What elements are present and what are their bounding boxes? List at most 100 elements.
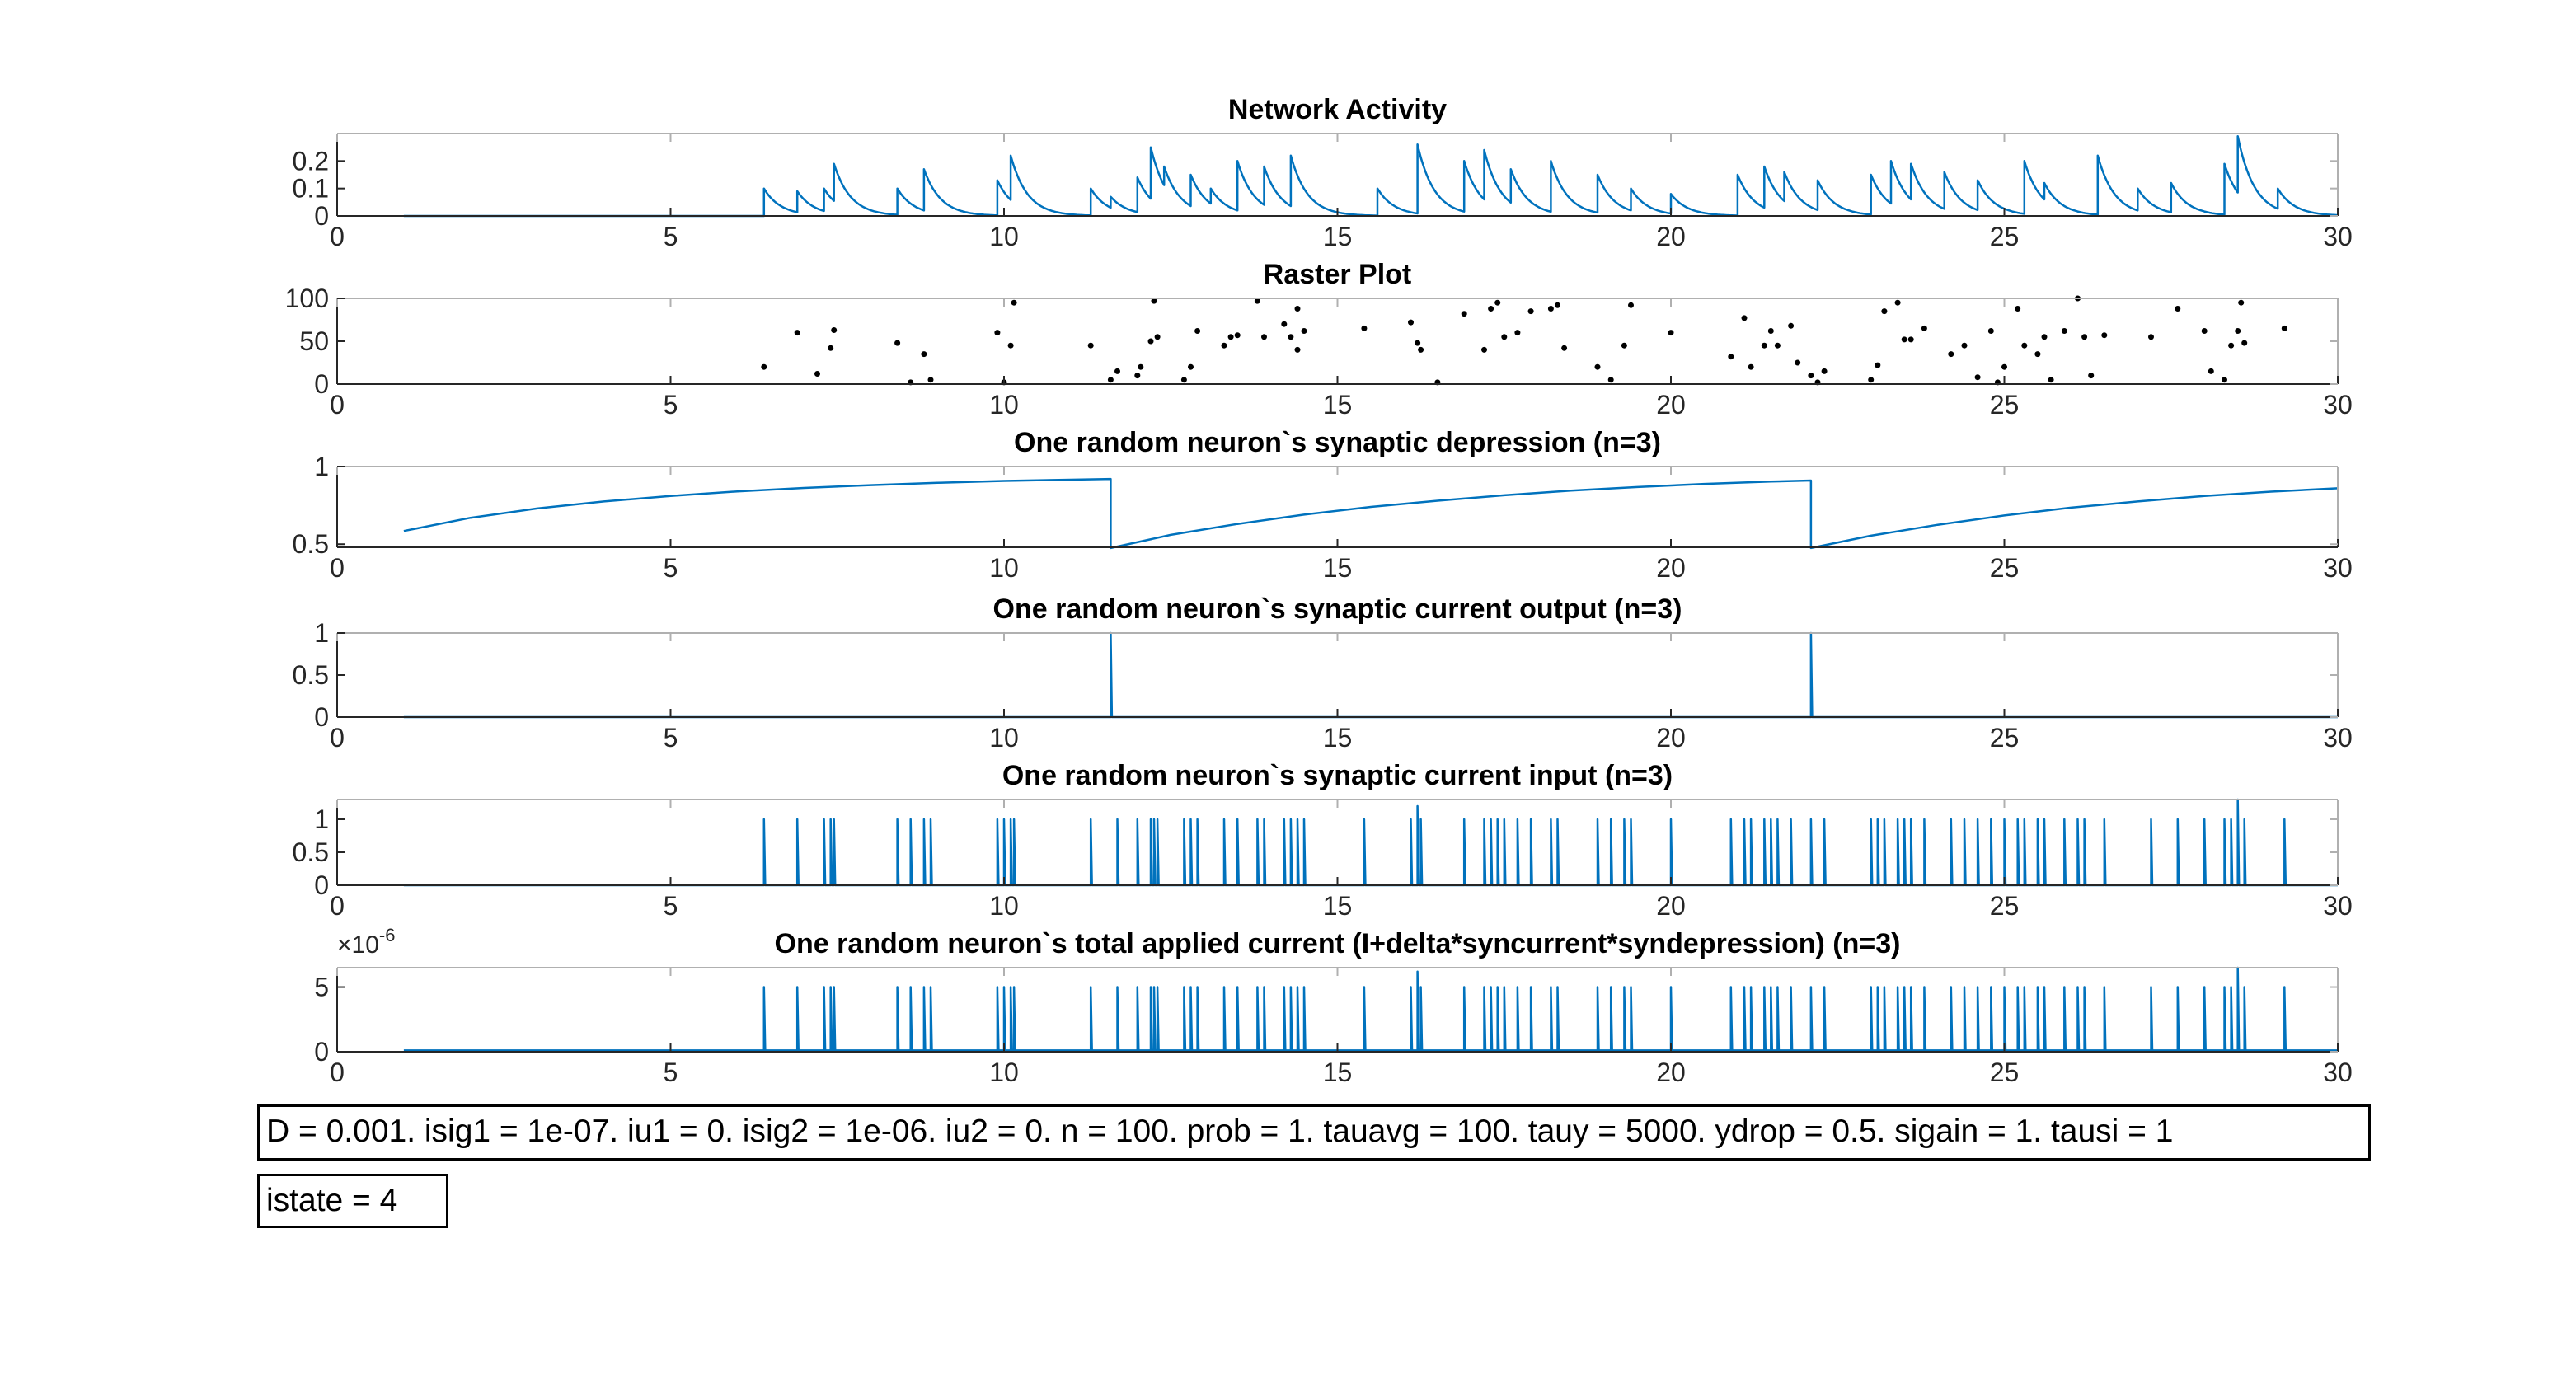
panel-6-y-tick-label: 0 bbox=[314, 1037, 329, 1067]
raster-point bbox=[2048, 377, 2054, 383]
raster-point bbox=[1114, 368, 1120, 374]
raster-point bbox=[2241, 340, 2248, 346]
raster-point bbox=[1821, 368, 1828, 374]
raster-point bbox=[1514, 330, 1521, 336]
raster-point bbox=[761, 363, 767, 370]
panel-2: Raster Plot 0 5 10 15 20 25 30 0 50 100 bbox=[285, 259, 2353, 420]
panel-3-x-tick-label: 25 bbox=[1990, 553, 2020, 583]
raster-point bbox=[1868, 377, 1875, 383]
raster-point bbox=[2228, 342, 2235, 349]
panel-3-data-line bbox=[403, 477, 2339, 550]
panel-3-y-tick-label: 1 bbox=[314, 452, 329, 481]
raster-point bbox=[1481, 346, 1487, 353]
raster-point bbox=[1547, 306, 1554, 312]
panel-5-y-tick-label: 0.5 bbox=[293, 837, 329, 867]
panel-6-data-line bbox=[403, 966, 2338, 1052]
raster-point bbox=[1555, 302, 1560, 308]
raster-point bbox=[1628, 302, 1634, 308]
raster-point bbox=[1561, 345, 1568, 351]
panel-3-x-tick-label: 0 bbox=[330, 553, 345, 583]
panel-5-x-tick-label: 0 bbox=[330, 891, 345, 921]
raster-point bbox=[927, 377, 934, 383]
raster-point bbox=[1761, 342, 1767, 349]
panel-5-y-tick-label: 0 bbox=[314, 870, 329, 900]
raster-point bbox=[1011, 299, 1017, 306]
panel-3-x-tick-label: 15 bbox=[1323, 553, 1353, 583]
panel-5-x-tick-label: 30 bbox=[2323, 891, 2353, 921]
raster-point bbox=[1361, 325, 1368, 331]
panel-3-x-tick-label: 5 bbox=[664, 553, 678, 583]
raster-point bbox=[1527, 308, 1534, 315]
raster-point bbox=[1294, 306, 1301, 312]
raster-point bbox=[2201, 328, 2208, 334]
raster-point bbox=[2081, 334, 2088, 340]
raster-point bbox=[1621, 342, 1627, 349]
raster-point bbox=[1901, 336, 1907, 343]
raster-point bbox=[1221, 342, 1227, 349]
raster-point bbox=[2061, 328, 2067, 334]
panel-6-x-tick-label: 30 bbox=[2323, 1057, 2353, 1087]
raster-point bbox=[894, 340, 901, 346]
panel-6: One random neuron`s total applied curren… bbox=[314, 925, 2353, 1087]
panel-2-x-tick-label: 0 bbox=[330, 390, 345, 420]
panel-1-x-tick-label: 30 bbox=[2323, 222, 2353, 251]
panel-5-x-tick-label: 20 bbox=[1656, 891, 1686, 921]
panel-3-x-tick-label: 30 bbox=[2323, 553, 2353, 583]
panel-5-y-tick-label: 1 bbox=[314, 804, 329, 834]
panel-4-title: One random neuron`s synaptic current out… bbox=[993, 593, 1682, 625]
panel-6-x-tick-label: 10 bbox=[989, 1057, 1019, 1087]
raster-point bbox=[1987, 328, 1994, 334]
raster-point bbox=[1494, 299, 1501, 306]
raster-point bbox=[1418, 346, 1424, 353]
panel-5-data-line bbox=[403, 798, 2338, 887]
raster-point bbox=[1728, 354, 1734, 360]
panel-4-x-tick-label: 25 bbox=[1990, 723, 2020, 753]
raster-point bbox=[1881, 308, 1888, 315]
raster-point bbox=[2222, 377, 2227, 383]
raster-point bbox=[1227, 334, 1234, 340]
panel-3-x-tick-label: 20 bbox=[1656, 553, 1686, 583]
panel-1-x-tick-label: 15 bbox=[1323, 222, 1353, 251]
panel-4-data-line bbox=[403, 631, 2338, 719]
raster-point bbox=[1961, 342, 1968, 349]
raster-point bbox=[994, 330, 1001, 336]
panel-4-y-tick-label: 0.5 bbox=[293, 660, 329, 690]
panel-5: One random neuron`s synaptic current inp… bbox=[293, 760, 2353, 921]
panel-1-y-tick-label: 0 bbox=[314, 201, 329, 231]
raster-point bbox=[1234, 332, 1241, 339]
panel-4-x-tick-label: 5 bbox=[664, 723, 678, 753]
raster-point bbox=[1408, 319, 1414, 326]
raster-point bbox=[1948, 351, 1954, 358]
raster-point bbox=[1774, 342, 1781, 349]
panel-2-title: Raster Plot bbox=[1264, 259, 1412, 290]
panel-1-data-line bbox=[403, 135, 2339, 218]
raster-point bbox=[1808, 373, 1814, 379]
panel-6-exponent-power: -6 bbox=[379, 925, 396, 945]
raster-point bbox=[1607, 377, 1614, 383]
panel-1-y-tick-label: 0.2 bbox=[293, 146, 329, 176]
panel-1-x-tick-label: 25 bbox=[1990, 222, 2020, 251]
panel-6-x-tick-label: 0 bbox=[330, 1057, 345, 1087]
panel-6-y-tick-label: 5 bbox=[314, 973, 329, 1002]
raster-point bbox=[2041, 334, 2048, 340]
panel-4-x-tick-label: 20 bbox=[1656, 723, 1686, 753]
panel-5-x-tick-label: 25 bbox=[1990, 891, 2020, 921]
raster-point bbox=[1594, 363, 1601, 370]
raster-point bbox=[1281, 321, 1288, 327]
raster-point bbox=[2101, 332, 2108, 339]
raster-point bbox=[1294, 346, 1301, 353]
panel-6-x-tick-label: 25 bbox=[1990, 1057, 2020, 1087]
panel-4-x-tick-label: 15 bbox=[1323, 723, 1353, 753]
panel-1-x-tick-label: 0 bbox=[330, 222, 345, 251]
panel-3-title: One random neuron`s synaptic depression … bbox=[1014, 427, 1661, 458]
panel-2-y-tick-label: 100 bbox=[285, 284, 329, 313]
parameters-annotation: D = 0.001. isig1 = 1e-07. iu1 = 0. isig2… bbox=[257, 1104, 2371, 1161]
panel-4-x-tick-label: 0 bbox=[330, 723, 345, 753]
panel-4: One random neuron`s synaptic current out… bbox=[293, 593, 2353, 753]
panel-2-y-tick-label: 50 bbox=[299, 326, 329, 356]
panel-4-x-tick-label: 10 bbox=[989, 723, 1019, 753]
raster-point bbox=[814, 371, 820, 377]
panel-2-y-tick-label: 0 bbox=[314, 369, 329, 399]
panel-1-x-tick-label: 5 bbox=[664, 222, 678, 251]
